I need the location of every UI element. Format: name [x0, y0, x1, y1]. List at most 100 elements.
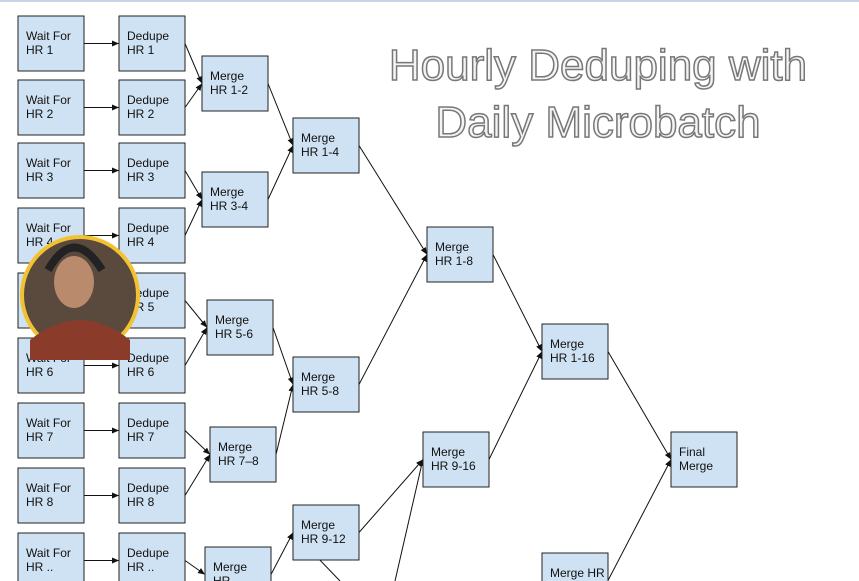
- node: Merge HR: [541, 552, 609, 581]
- node-label: Wait For: [26, 546, 71, 560]
- node-label: HR 1-4: [301, 145, 339, 159]
- arrow: [184, 327, 208, 366]
- node-label: Merge: [213, 560, 247, 574]
- arrow: [184, 43, 203, 84]
- arrow: [184, 83, 203, 108]
- arrow: [394, 458, 425, 581]
- node-box: [201, 171, 269, 228]
- node-label: HR ..: [127, 560, 154, 574]
- node-label: Wait For: [26, 29, 71, 43]
- node-box: [17, 15, 85, 72]
- arrow: [184, 300, 208, 328]
- node-label: Wait For: [26, 481, 71, 495]
- node-label: HR 9-12: [301, 532, 346, 546]
- arrow: [358, 254, 428, 385]
- node-label: Dedupe: [127, 29, 169, 43]
- node-label: HR 8: [26, 495, 54, 509]
- node-box: [17, 402, 85, 459]
- node-box: [118, 15, 186, 72]
- node-label: HR 7: [127, 430, 155, 444]
- node-label: Wait For: [26, 156, 71, 170]
- node-box: [201, 55, 269, 112]
- node-box: [206, 299, 274, 356]
- arrow: [270, 532, 294, 575]
- node-label: Merge HR: [550, 566, 605, 580]
- node-box: [426, 226, 494, 283]
- node-label: Merge: [301, 131, 335, 145]
- node-label: HR 9-16: [431, 459, 476, 473]
- node-label: HR 1-16: [550, 351, 595, 365]
- node-label: Wait For: [26, 93, 71, 107]
- node-label: Merge: [210, 69, 244, 83]
- arrow: [488, 351, 543, 460]
- node-label: Dedupe: [127, 93, 169, 107]
- node-label: HR 8: [127, 495, 155, 509]
- node-box: [422, 431, 490, 488]
- node-label: HR 5-6: [215, 327, 253, 341]
- arrow: [358, 145, 428, 255]
- node-label: Merge: [550, 337, 584, 351]
- title-line: Hourly Deduping with: [389, 41, 807, 90]
- node-box: [118, 207, 186, 264]
- node-label: Merge: [435, 240, 469, 254]
- node-label: Merge: [431, 445, 465, 459]
- node-label: HR 3-4: [210, 199, 248, 213]
- node-label: Merge: [679, 459, 713, 473]
- node-label: HR 6: [26, 365, 54, 379]
- node-box: [292, 504, 360, 561]
- node-label: Dedupe: [127, 416, 169, 430]
- node-label: HR 2: [26, 107, 54, 121]
- node-box: [17, 79, 85, 136]
- arrow: [184, 170, 203, 200]
- arrow: [358, 459, 424, 533]
- node-box: [204, 546, 272, 581]
- webcam-avatar: [20, 235, 140, 360]
- node-label: Wait For: [26, 416, 71, 430]
- node-box: [670, 431, 738, 488]
- node-box: [118, 142, 186, 199]
- node-label: HR 4: [127, 235, 155, 249]
- node-label: HR 5-8: [301, 384, 339, 398]
- node-label: Merge: [301, 518, 335, 532]
- node-label: Wait For: [26, 221, 71, 235]
- node-box: [17, 467, 85, 524]
- arrow: [184, 560, 206, 575]
- node-label: HR 6: [127, 365, 155, 379]
- node-label: Merge: [218, 440, 252, 454]
- node-label: Dedupe: [127, 546, 169, 560]
- arrow: [272, 327, 294, 385]
- node-label: Merge: [215, 313, 249, 327]
- node-box: [209, 426, 277, 483]
- node-box: [118, 79, 186, 136]
- node-label: HR ..: [26, 560, 53, 574]
- node-box: [17, 532, 85, 581]
- node-box: [118, 532, 186, 581]
- node-label: Dedupe: [127, 156, 169, 170]
- node-label: HR 1-2: [210, 83, 248, 97]
- arrow: [267, 145, 294, 200]
- arrow: [184, 454, 211, 496]
- arrow: [184, 430, 211, 455]
- arrow: [184, 199, 203, 236]
- node-label: HR 1: [127, 43, 155, 57]
- title-line: Daily Microbatch: [435, 98, 760, 147]
- node-label: Merge: [301, 370, 335, 384]
